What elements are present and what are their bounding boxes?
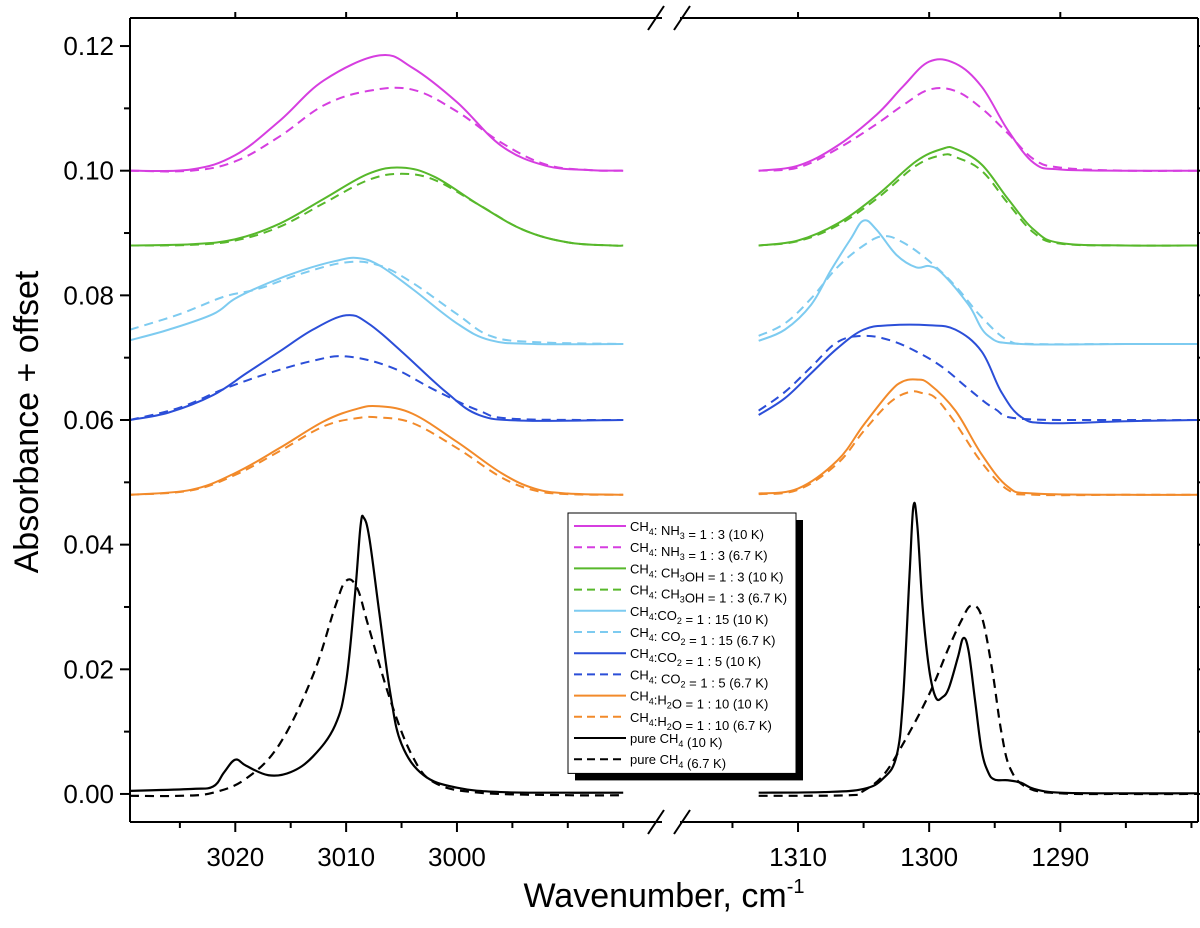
legend-label-co2_15_67: CH4: CO2 = 1 : 15 (6.7 K)	[630, 625, 776, 648]
axis-break-mark	[673, 5, 691, 31]
axis-break-mark	[647, 809, 665, 835]
y-tick-label: 0.02	[63, 654, 114, 684]
legend-label-ch3oh_67: CH4: CH3OH = 1 : 3 (6.7 K)	[630, 583, 787, 606]
series-line-nh3_67-right	[758, 87, 1198, 172]
y-tick-label: 0.08	[63, 280, 114, 310]
legend-label-co2_5_10: CH4:CO2 = 1 : 5 (10 K)	[630, 646, 761, 669]
series-line-pure_10-left	[130, 514, 624, 794]
series-line-pure_67-left	[130, 578, 624, 798]
series-line-co2_15_10-left	[130, 256, 624, 346]
y-tick-label: 0.06	[63, 405, 114, 435]
series-line-nh3_10-right	[758, 58, 1198, 172]
series-layer	[130, 53, 1198, 798]
y-tick-label: 0.10	[63, 156, 114, 186]
series-line-co2_5_67-right	[758, 334, 1198, 422]
series-line-h2o_10-right	[758, 378, 1198, 496]
axes-layer: 0.00 0.02 0.04 0.06 0.08 0.10 0.12 3020 3010 3000…	[63, 5, 1200, 872]
series-line-ch3oh_10-left	[130, 166, 624, 247]
series-line-ch3oh_67-left	[130, 172, 624, 247]
legend-box	[567, 512, 797, 774]
legend-label-co2_15_10: CH4:CO2 = 1 : 15 (10 K)	[630, 604, 768, 627]
legend-label-nh3_10: CH4: NH3 = 1 : 3 (10 K)	[630, 519, 764, 542]
y-tick-label: 0.04	[63, 530, 114, 560]
x-tick-label: 3010	[317, 842, 375, 872]
x-tick-label: 1290	[1031, 842, 1089, 872]
series-line-nh3_67-left	[130, 86, 624, 173]
series-line-pure_67-right	[758, 604, 1198, 797]
series-line-pure_10-right	[758, 501, 1198, 795]
series-line-ch3oh_67-right	[758, 153, 1198, 247]
axis-break-mark	[647, 5, 665, 31]
y-tick-label: 0.00	[63, 779, 114, 809]
axis-break-mark	[673, 809, 691, 835]
series-line-co2_15_10-right	[758, 219, 1198, 346]
x-axis-title-text: Wavenumber, cm	[523, 877, 786, 915]
series-line-co2_15_67-right	[758, 235, 1198, 346]
x-tick-label: 1310	[769, 842, 827, 872]
x-tick-label: 3000	[428, 842, 486, 872]
series-line-h2o_67-left	[130, 415, 624, 496]
legend-label-h2o_10: CH4:H2O = 1 : 10 (10 K)	[630, 689, 768, 712]
legend-label-pure_10: pure CH4 (10 K)	[630, 731, 722, 750]
legend-label-ch3oh_10: CH4: CH3OH = 1 : 3 (10 K)	[630, 561, 783, 584]
legend-label-co2_5_67: CH4: CO2 = 1 : 5 (6.7 K)	[630, 667, 768, 690]
x-axis-title: Wavenumber, cm-1	[523, 876, 804, 915]
legend-label-h2o_67: CH4:H2O = 1 : 10 (6.7 K)	[630, 710, 772, 733]
series-line-nh3_10-left	[130, 53, 624, 173]
legend: CH4: NH3 = 1 : 3 (10 K)CH4: NH3 = 1 : 3 …	[567, 512, 803, 781]
series-line-co2_15_67-left	[130, 260, 624, 345]
x-tick-label: 3020	[206, 842, 264, 872]
y-axis-title: Absorbance + offset	[8, 270, 46, 573]
legend-label-pure_67: pure CH4 (6.7 K)	[630, 752, 726, 771]
series-line-co2_5_67-left	[130, 355, 624, 421]
legend-label-nh3_67: CH4: NH3 = 1 : 3 (6.7 K)	[630, 540, 768, 563]
series-line-h2o_67-right	[758, 390, 1198, 497]
series-line-co2_5_10-left	[130, 314, 624, 422]
y-tick-label: 0.12	[63, 31, 114, 61]
series-line-h2o_10-left	[130, 404, 624, 496]
x-axis-title-sup: -1	[787, 876, 805, 898]
x-tick-label: 1300	[900, 842, 958, 872]
series-line-co2_5_10-right	[758, 323, 1198, 425]
